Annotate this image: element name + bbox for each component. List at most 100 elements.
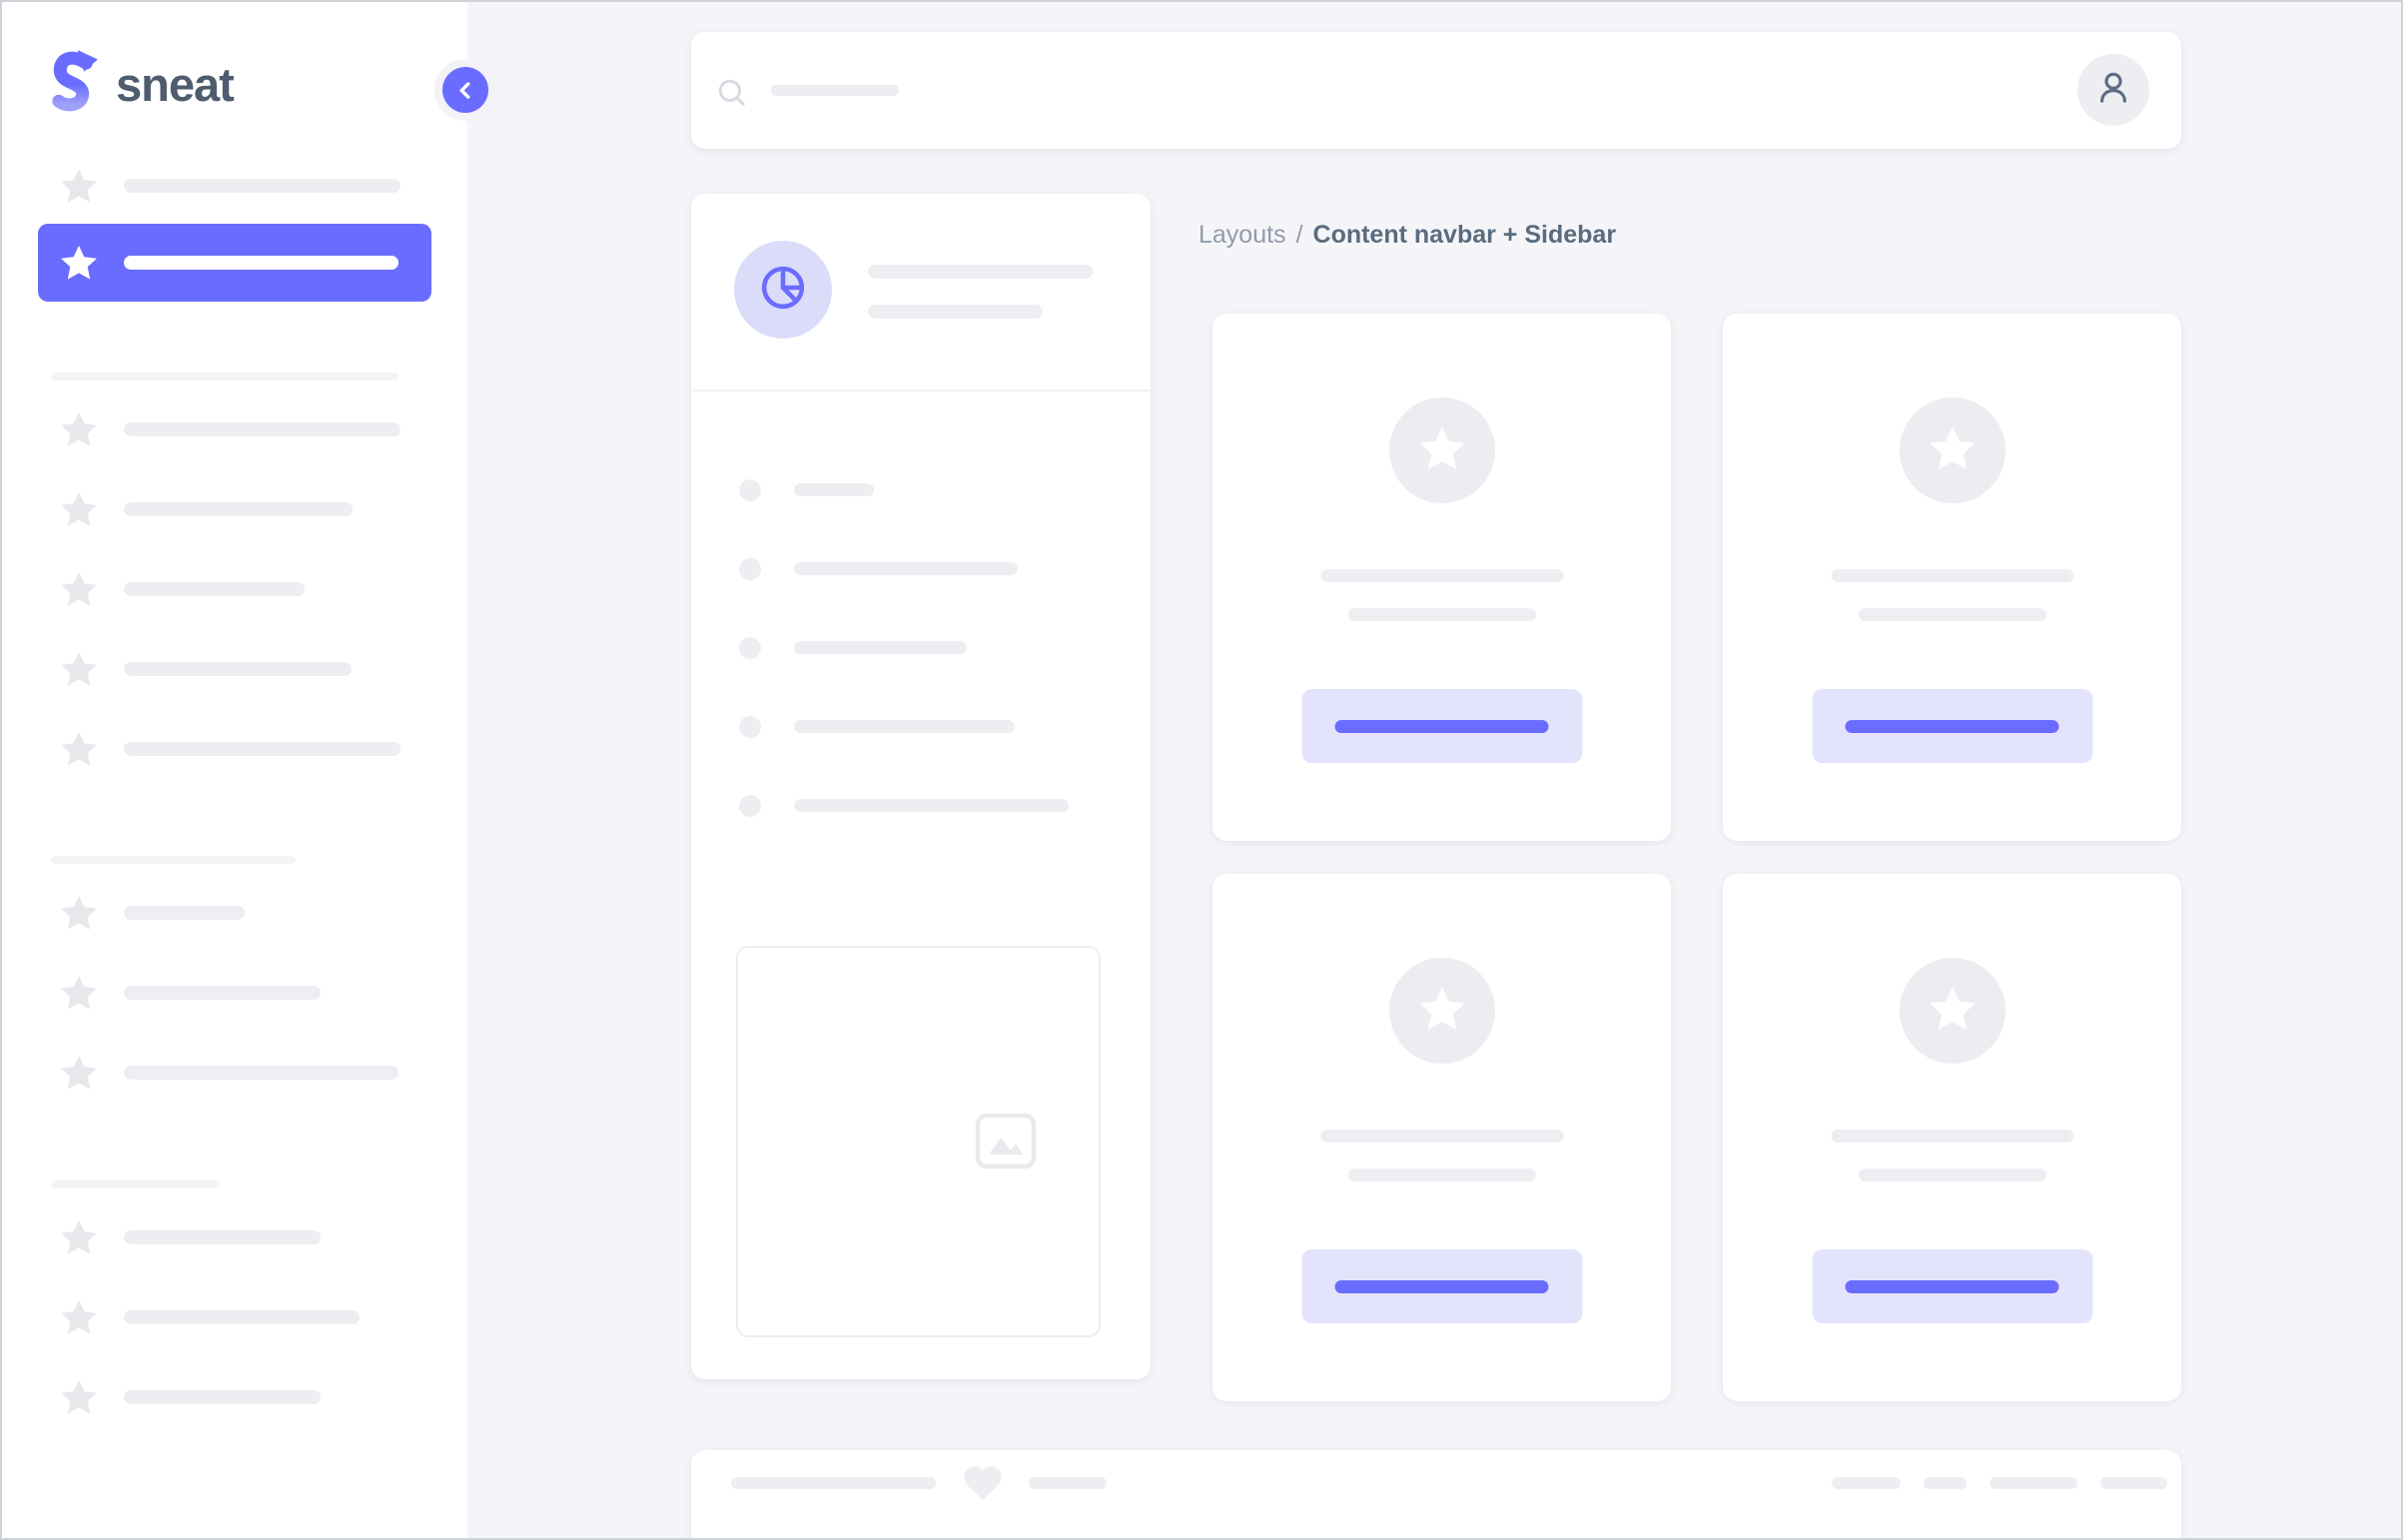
sidebar: sneat <box>2 2 496 1538</box>
list-item-bar <box>794 483 874 496</box>
menu-item-label-bar <box>124 906 245 920</box>
menu-item-label-bar <box>124 1230 321 1244</box>
avatar <box>1899 958 2005 1064</box>
card-action-button[interactable] <box>1812 689 2092 763</box>
sidebar-menu-item[interactable] <box>2 629 467 709</box>
footer-link-bar <box>1924 1477 1967 1489</box>
footer-text-bar <box>731 1477 936 1489</box>
star-icon <box>60 895 98 931</box>
bullet-dot <box>739 715 761 738</box>
menu-section-header-bar <box>51 856 296 864</box>
star-icon <box>60 651 98 687</box>
button-label-bar <box>1845 719 2059 733</box>
star-icon <box>60 975 98 1011</box>
card-action-button[interactable] <box>1301 689 1582 763</box>
breadcrumb-separator: / <box>1295 221 1303 249</box>
star-icon <box>1418 986 1466 1037</box>
star-icon <box>60 571 98 607</box>
heart-icon <box>963 1465 1003 1501</box>
menu-item-label-bar <box>124 256 399 270</box>
demo-card <box>1212 314 1671 841</box>
logo-link[interactable]: sneat <box>48 47 235 121</box>
star-icon <box>60 1299 98 1335</box>
sidebar-menu-item[interactable] <box>2 709 467 789</box>
star-icon <box>1418 425 1466 476</box>
footer-left-content <box>731 1466 1107 1500</box>
avatar <box>1388 958 1495 1064</box>
menu-section-header-bar <box>51 373 399 381</box>
sidebar-menu-item[interactable] <box>2 148 467 224</box>
menu-item-label-bar <box>124 662 352 676</box>
sidebar-menu-item[interactable] <box>2 873 467 953</box>
user-icon <box>2092 67 2134 114</box>
profile-detail-list <box>691 450 1151 845</box>
footer-link-bar <box>1990 1477 2077 1489</box>
star-icon <box>60 1379 98 1415</box>
card-title-bar <box>1831 569 2073 582</box>
demo-card <box>1212 874 1671 1401</box>
user-menu-button[interactable] <box>2077 54 2149 126</box>
breadcrumb: Layouts / Content navbar + Sidebar <box>1199 221 1616 250</box>
sidebar-menu-item-active[interactable] <box>38 224 431 302</box>
app-title: sneat <box>116 57 235 111</box>
card-action-button[interactable] <box>1301 1249 1582 1323</box>
card-title-bar <box>1320 1130 1563 1143</box>
star-icon <box>60 1055 98 1091</box>
card-subtitle-bar <box>1347 608 1536 621</box>
search-input[interactable] <box>715 32 1314 149</box>
chevron-left-icon <box>442 67 488 113</box>
card-subtitle-bar <box>1347 1168 1536 1181</box>
card-title-bar <box>1320 569 1563 582</box>
menu-item-label-bar <box>124 179 400 193</box>
sidebar-collapse-button[interactable] <box>434 59 496 121</box>
demo-card <box>1723 314 2181 841</box>
list-item-bar <box>794 799 1069 812</box>
menu-item-label-bar <box>124 1066 399 1080</box>
menu-item-label-bar <box>124 1310 360 1324</box>
star-icon <box>1929 425 1977 476</box>
sidebar-menu-item[interactable] <box>2 1197 467 1277</box>
search-icon <box>715 76 749 110</box>
profile-title-bar <box>868 265 1093 279</box>
star-icon <box>1929 986 1977 1037</box>
demo-cards-grid <box>1212 314 2181 1401</box>
sidebar-menu-item[interactable] <box>2 469 467 549</box>
avatar <box>734 241 832 339</box>
image-icon <box>975 1113 1037 1169</box>
breadcrumb-parent-link[interactable]: Layouts <box>1199 221 1286 249</box>
sidebar-menu-item[interactable] <box>2 953 467 1033</box>
bullet-dot <box>739 794 761 817</box>
list-item <box>691 450 1151 529</box>
star-icon <box>60 491 98 527</box>
sidebar-menu-item[interactable] <box>2 1357 467 1437</box>
card-title-bar <box>1831 1130 2073 1143</box>
star-icon <box>60 1219 98 1255</box>
star-icon <box>60 245 98 281</box>
pie-chart-icon <box>757 262 809 319</box>
navbar <box>691 32 2181 149</box>
menu-item-label-bar <box>124 742 400 756</box>
list-item <box>691 529 1151 608</box>
sidebar-menu <box>2 148 467 1437</box>
sneat-logo-icon <box>48 47 100 121</box>
sidebar-menu-item[interactable] <box>2 549 467 629</box>
sidebar-menu-item[interactable] <box>2 1033 467 1113</box>
menu-item-label-bar <box>124 1390 321 1404</box>
menu-section-header-bar <box>51 1180 220 1188</box>
list-item <box>691 608 1151 687</box>
card-action-button[interactable] <box>1812 1249 2092 1323</box>
profile-card-header <box>691 194 1151 391</box>
list-item <box>691 687 1151 766</box>
menu-item-label-bar <box>124 582 305 596</box>
sidebar-menu-group <box>2 373 467 789</box>
search-placeholder-bar <box>771 85 899 96</box>
star-icon <box>60 411 98 447</box>
sidebar-menu-item[interactable] <box>2 389 467 469</box>
button-label-bar <box>1334 1279 1549 1293</box>
profile-card <box>691 194 1151 1379</box>
breadcrumb-current: Content navbar + Sidebar <box>1312 221 1617 249</box>
footer-text-bar <box>1029 1477 1107 1489</box>
button-label-bar <box>1334 719 1549 733</box>
sidebar-menu-item[interactable] <box>2 1277 467 1357</box>
